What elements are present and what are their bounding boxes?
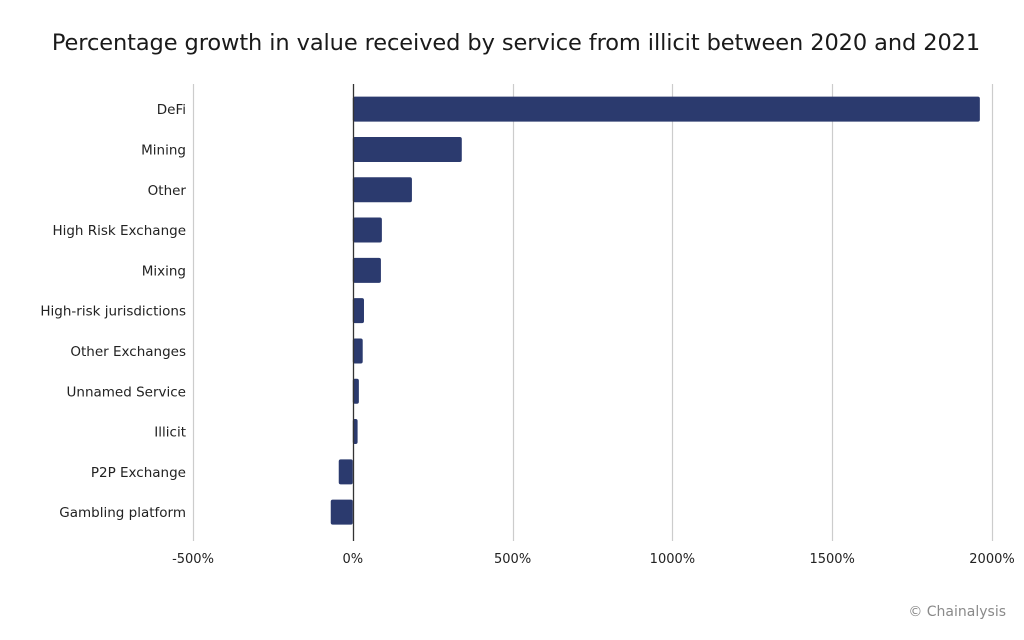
bar: [352, 257, 381, 283]
gridlines: [192, 84, 994, 541]
category-label: Mixing: [142, 263, 186, 279]
bar: [338, 459, 353, 485]
bar: [330, 499, 353, 525]
category-label: Other Exchanges: [70, 344, 186, 360]
category-label: Other: [148, 183, 187, 199]
x-tick-labels: -500% 0% 500% 1000% 1500% 2000%: [172, 552, 1015, 567]
x-tick-label: 2000%: [969, 552, 1014, 567]
x-tick-label: 500%: [494, 552, 531, 567]
category-label: High-risk jurisdictions: [40, 304, 186, 320]
bar: [352, 96, 980, 122]
bars: [330, 96, 980, 525]
bar: [352, 177, 412, 203]
x-tick-label: -500%: [172, 552, 214, 567]
x-tick-label: 1500%: [809, 552, 854, 567]
category-labels: DeFi Mining Other High Risk Exchange Mixing H…: [40, 102, 186, 521]
bar: [352, 378, 359, 404]
copyright-notice: © Chainalysis: [908, 604, 1006, 620]
x-tick-label: 1000%: [650, 552, 695, 567]
category-label: Gambling platform: [59, 505, 186, 521]
category-label: DeFi: [157, 102, 186, 118]
bar: [352, 338, 363, 364]
bar: [352, 217, 382, 243]
x-tick-label: 0%: [342, 552, 363, 567]
category-label: P2P Exchange: [91, 465, 186, 481]
bar: [352, 298, 364, 324]
category-label: Illicit: [154, 425, 186, 441]
bar: [352, 136, 462, 162]
category-label: Mining: [141, 142, 186, 158]
category-label: Unnamed Service: [67, 384, 186, 400]
category-label: High Risk Exchange: [52, 223, 186, 239]
chart-title: Percentage growth in value received by s…: [51, 30, 981, 56]
